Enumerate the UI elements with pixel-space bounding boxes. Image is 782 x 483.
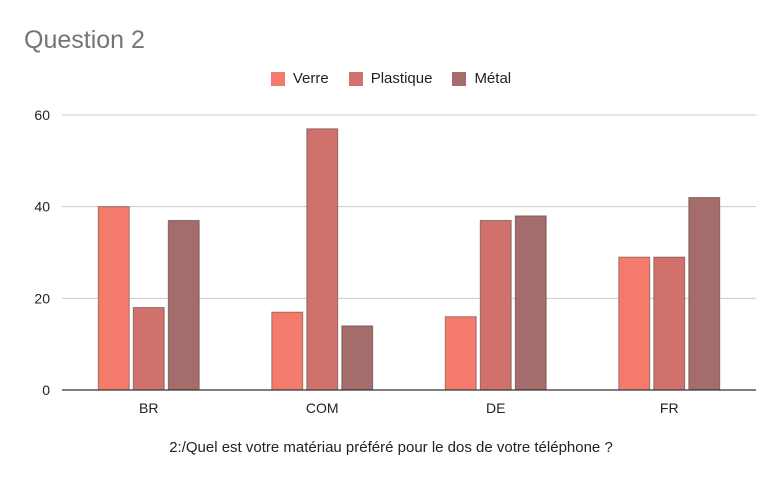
chart-title: Question 2: [24, 26, 145, 54]
y-tick-label: 0: [42, 382, 50, 398]
bar-plastique-de: [479, 219, 512, 391]
legend-label-verre: Verre: [292, 70, 329, 87]
x-tick-label: BR: [139, 400, 158, 416]
x-tick-label: COM: [306, 400, 339, 416]
bar-plastique-br: [132, 307, 165, 391]
legend-item-metal: Métal: [452, 70, 511, 87]
bar-métal-fr: [688, 197, 721, 391]
y-tick-label: 40: [34, 199, 50, 215]
x-tick-label: DE: [486, 400, 505, 416]
legend-swatch-plastique: [348, 71, 363, 86]
legend-label-plastique: Plastique: [370, 70, 433, 87]
bar-verre-br: [97, 206, 130, 391]
y-tick-label: 60: [34, 107, 50, 123]
x-axis-label: 2:/Quel est votre matériau préféré pour …: [169, 439, 613, 456]
bar-métal-de: [514, 215, 547, 391]
bar-métal-br: [167, 219, 200, 391]
bar-verre-de: [444, 316, 477, 391]
bar-plastique-com: [306, 128, 339, 391]
bar-verre-com: [271, 311, 304, 391]
legend-item-plastique: Plastique: [348, 70, 433, 87]
legend-item-verre: Verre: [270, 70, 329, 87]
y-tick-label: 20: [34, 290, 50, 306]
legend-swatch-metal: [452, 71, 467, 86]
bar-métal-com: [341, 325, 374, 391]
legend-label-metal: Métal: [474, 70, 512, 87]
bar-verre-fr: [618, 256, 651, 391]
bar-plastique-fr: [653, 256, 686, 391]
legend-swatch-verre: [270, 71, 285, 86]
x-tick-label: FR: [660, 400, 679, 416]
legend: Verre Plastique Métal: [0, 70, 782, 87]
